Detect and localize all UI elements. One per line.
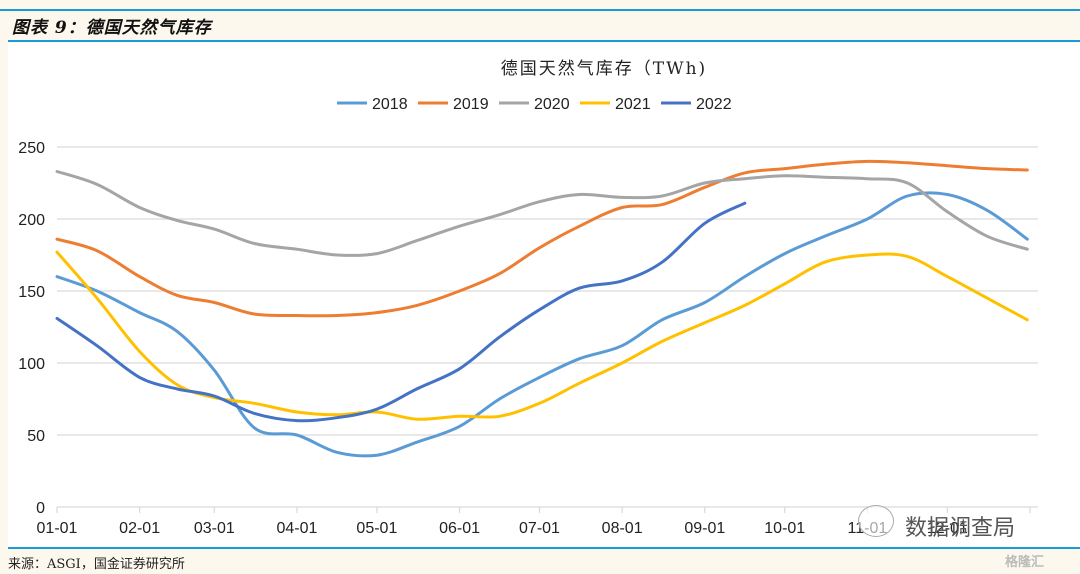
- series-line-2019: [55, 159, 1029, 318]
- x-tick-label: 05-01: [356, 520, 397, 537]
- title-rule: [8, 40, 1080, 42]
- wechat-icon: [858, 505, 894, 537]
- legend-label: 2018: [372, 96, 408, 113]
- series-lines: [55, 159, 1029, 458]
- x-tick-label: 12-01: [927, 520, 968, 537]
- x-tick-label: 07-01: [519, 520, 560, 537]
- legend-label: 2020: [534, 96, 570, 113]
- x-tick-label: 04-01: [276, 520, 317, 537]
- x-tick-label: 09-01: [684, 520, 725, 537]
- legend-label: 2021: [615, 96, 651, 113]
- gelonghui-logo: 格隆汇: [1005, 555, 1045, 570]
- x-tick-label: 03-01: [194, 520, 235, 537]
- chart-title: 德国天然气库存（TWh): [501, 59, 707, 79]
- x-tick-label: 10-01: [764, 520, 805, 537]
- y-tick-label: 50: [27, 428, 45, 445]
- x-tick-label: 08-01: [602, 520, 643, 537]
- x-tick-label: 01-01: [37, 520, 78, 537]
- y-tick-label: 100: [18, 356, 45, 373]
- bottom-rule: [8, 547, 1080, 549]
- source-note: 来源：ASGI，国金证券研究所: [8, 557, 185, 572]
- legend: 2018 2019 2020 2021 2022: [337, 96, 732, 113]
- series-line-2020: [55, 170, 1029, 257]
- y-axis: 0 50 100 150 200 250: [18, 140, 45, 517]
- series-line-2018: [55, 191, 1029, 458]
- figure-label: 图表 9：德国天然气库存: [12, 18, 212, 38]
- legend-label: 2019: [453, 96, 489, 113]
- top-rule: [0, 9, 1080, 11]
- y-tick-label: 150: [18, 284, 45, 301]
- watermark-text: 数据调查局: [905, 516, 1016, 541]
- y-tick-label: 0: [36, 500, 45, 517]
- x-tick-label: 02-01: [119, 520, 160, 537]
- x-tick-label: 06-01: [439, 520, 480, 537]
- series-line-2022: [55, 201, 747, 423]
- y-tick-label: 250: [18, 140, 45, 157]
- legend-label: 2022: [696, 96, 732, 113]
- y-tick-label: 200: [18, 212, 45, 229]
- chart-panel: [8, 43, 1080, 547]
